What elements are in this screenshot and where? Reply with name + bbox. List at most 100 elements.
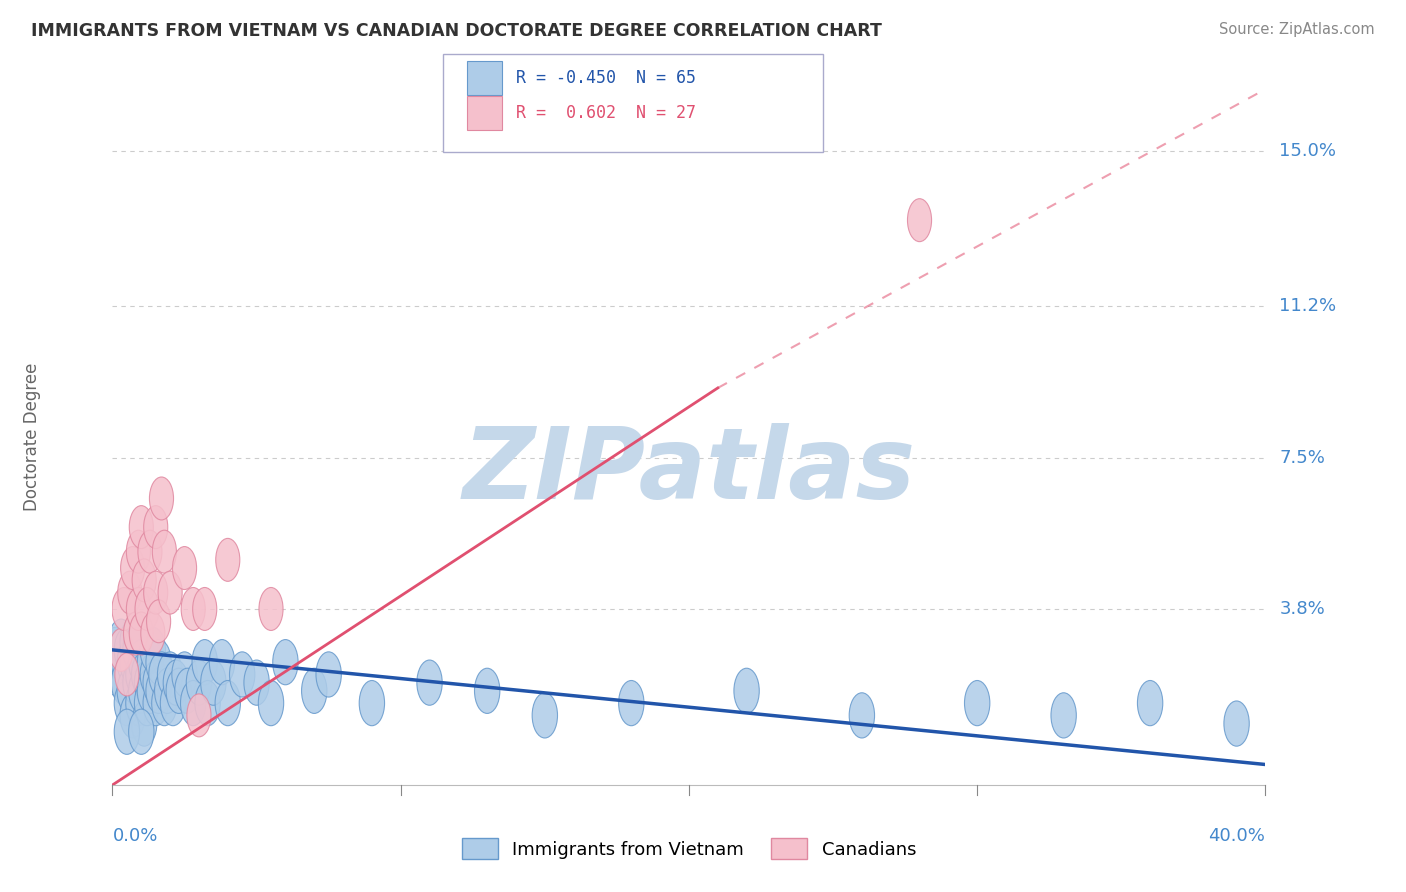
- Ellipse shape: [849, 693, 875, 738]
- Ellipse shape: [531, 693, 558, 738]
- Ellipse shape: [215, 539, 240, 582]
- Ellipse shape: [157, 571, 183, 614]
- Ellipse shape: [117, 640, 142, 685]
- Ellipse shape: [135, 660, 160, 706]
- Ellipse shape: [112, 588, 136, 631]
- Ellipse shape: [143, 660, 169, 706]
- Ellipse shape: [209, 640, 235, 685]
- Ellipse shape: [907, 199, 932, 242]
- Ellipse shape: [152, 530, 176, 574]
- Ellipse shape: [132, 701, 157, 747]
- Ellipse shape: [110, 629, 134, 672]
- Ellipse shape: [416, 660, 443, 706]
- Ellipse shape: [619, 681, 644, 726]
- Ellipse shape: [1223, 701, 1250, 747]
- Ellipse shape: [128, 668, 155, 714]
- Ellipse shape: [138, 530, 162, 574]
- Ellipse shape: [173, 547, 197, 590]
- Ellipse shape: [1137, 681, 1163, 726]
- Ellipse shape: [143, 506, 167, 549]
- Ellipse shape: [114, 709, 139, 755]
- Ellipse shape: [157, 652, 183, 697]
- Ellipse shape: [108, 619, 134, 665]
- Ellipse shape: [180, 681, 205, 726]
- Ellipse shape: [129, 506, 153, 549]
- Ellipse shape: [118, 571, 142, 614]
- Ellipse shape: [187, 694, 211, 737]
- Text: 11.2%: 11.2%: [1279, 297, 1336, 315]
- Ellipse shape: [146, 599, 170, 643]
- Legend: Immigrants from Vietnam, Canadians: Immigrants from Vietnam, Canadians: [454, 831, 924, 866]
- Ellipse shape: [229, 652, 254, 697]
- Ellipse shape: [474, 668, 501, 714]
- Ellipse shape: [120, 619, 145, 665]
- Ellipse shape: [243, 660, 270, 706]
- Ellipse shape: [195, 681, 221, 726]
- Ellipse shape: [105, 652, 131, 697]
- Ellipse shape: [117, 668, 142, 714]
- Ellipse shape: [143, 571, 167, 614]
- Text: 40.0%: 40.0%: [1209, 827, 1265, 845]
- Ellipse shape: [128, 709, 155, 755]
- Ellipse shape: [186, 660, 212, 706]
- Ellipse shape: [965, 681, 990, 726]
- Ellipse shape: [122, 627, 148, 673]
- Text: Source: ZipAtlas.com: Source: ZipAtlas.com: [1219, 22, 1375, 37]
- Ellipse shape: [138, 640, 163, 685]
- Text: R = -0.450  N = 65: R = -0.450 N = 65: [516, 69, 696, 87]
- Ellipse shape: [127, 588, 150, 631]
- Ellipse shape: [128, 640, 155, 685]
- Text: 0.0%: 0.0%: [112, 827, 157, 845]
- Ellipse shape: [141, 652, 166, 697]
- Text: 7.5%: 7.5%: [1279, 449, 1324, 467]
- Ellipse shape: [172, 652, 197, 697]
- Ellipse shape: [141, 627, 166, 673]
- Ellipse shape: [146, 668, 172, 714]
- Ellipse shape: [1050, 693, 1077, 738]
- Ellipse shape: [122, 660, 148, 706]
- Ellipse shape: [141, 612, 165, 655]
- Ellipse shape: [129, 612, 153, 655]
- Ellipse shape: [359, 681, 385, 726]
- Ellipse shape: [132, 652, 157, 697]
- Ellipse shape: [132, 559, 156, 602]
- Text: ZIPatlas: ZIPatlas: [463, 424, 915, 520]
- Ellipse shape: [121, 547, 145, 590]
- Ellipse shape: [120, 693, 145, 738]
- Ellipse shape: [135, 588, 159, 631]
- Text: IMMIGRANTS FROM VIETNAM VS CANADIAN DOCTORATE DEGREE CORRELATION CHART: IMMIGRANTS FROM VIETNAM VS CANADIAN DOCT…: [31, 22, 882, 40]
- Ellipse shape: [152, 681, 177, 726]
- Text: 3.8%: 3.8%: [1279, 600, 1324, 618]
- Ellipse shape: [181, 588, 205, 631]
- Ellipse shape: [125, 652, 150, 697]
- Ellipse shape: [301, 668, 328, 714]
- Ellipse shape: [201, 660, 226, 706]
- Ellipse shape: [115, 653, 139, 696]
- Ellipse shape: [111, 640, 136, 685]
- Ellipse shape: [103, 627, 128, 673]
- Ellipse shape: [155, 668, 180, 714]
- Ellipse shape: [259, 588, 283, 631]
- Text: Doctorate Degree: Doctorate Degree: [22, 363, 41, 511]
- Ellipse shape: [215, 681, 240, 726]
- Text: R =  0.602  N = 27: R = 0.602 N = 27: [516, 104, 696, 122]
- Ellipse shape: [114, 627, 139, 673]
- Ellipse shape: [125, 681, 150, 726]
- Text: 15.0%: 15.0%: [1279, 142, 1336, 160]
- Ellipse shape: [124, 612, 148, 655]
- Ellipse shape: [316, 652, 342, 697]
- Ellipse shape: [120, 640, 145, 685]
- Ellipse shape: [138, 668, 163, 714]
- Ellipse shape: [193, 588, 217, 631]
- Ellipse shape: [149, 477, 173, 520]
- Ellipse shape: [166, 668, 191, 714]
- Ellipse shape: [160, 681, 186, 726]
- Ellipse shape: [146, 640, 172, 685]
- Ellipse shape: [149, 652, 174, 697]
- Ellipse shape: [127, 530, 150, 574]
- Ellipse shape: [111, 660, 136, 706]
- Ellipse shape: [273, 640, 298, 685]
- Ellipse shape: [114, 681, 139, 726]
- Ellipse shape: [143, 681, 169, 726]
- Ellipse shape: [174, 668, 200, 714]
